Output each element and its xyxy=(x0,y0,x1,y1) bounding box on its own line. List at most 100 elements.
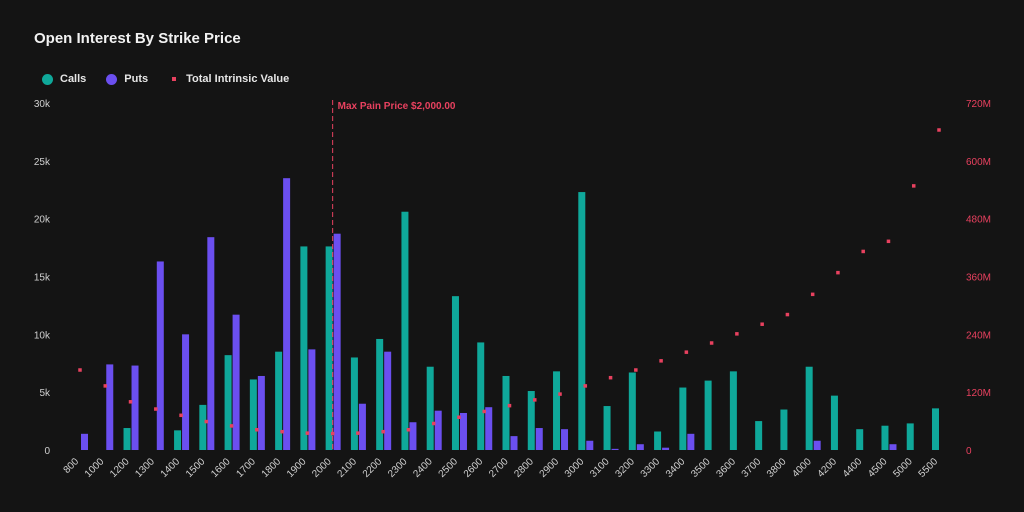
intrinsic-value-point xyxy=(103,384,108,388)
puts-bar xyxy=(586,440,594,450)
intrinsic-value-point xyxy=(659,359,663,363)
intrinsic-swatch xyxy=(172,77,177,81)
y-right-tick-label: 600M xyxy=(966,157,991,168)
x-tick-label: 1000 xyxy=(83,456,107,480)
calls-bar xyxy=(275,351,283,450)
y-right-tick-label: 720M xyxy=(966,99,991,110)
calls-bar xyxy=(199,404,207,450)
calls-swatch xyxy=(42,73,53,85)
x-tick-label: 2600 xyxy=(462,456,486,480)
x-tick-label: 3800 xyxy=(765,456,789,480)
x-tick-label: 1300 xyxy=(133,456,157,480)
legend-item-calls[interactable]: Calls xyxy=(42,73,86,85)
intrinsic-value-point xyxy=(785,312,790,317)
intrinsic-value-point xyxy=(356,431,360,435)
x-tick-label: 4500 xyxy=(866,456,890,480)
calls-bar xyxy=(856,429,864,450)
calls-bar xyxy=(830,395,838,450)
calls-bar xyxy=(401,211,409,450)
chart-title: Open Interest By Strike Price xyxy=(34,30,241,47)
calls-bar xyxy=(477,342,485,450)
x-tick-label: 1900 xyxy=(285,456,309,480)
puts-bar xyxy=(889,444,897,450)
x-tick-label: 2400 xyxy=(411,456,435,480)
x-tick-label: 3100 xyxy=(588,456,612,480)
x-tick-label: 3000 xyxy=(563,456,587,480)
calls-bar xyxy=(906,423,914,450)
legend-item-puts[interactable]: Puts xyxy=(106,73,148,85)
puts-bar xyxy=(106,364,114,450)
intrinsic-value-point xyxy=(406,428,411,432)
intrinsic-value-point xyxy=(305,431,310,435)
puts-bar xyxy=(358,403,366,450)
puts-bar xyxy=(535,428,543,450)
intrinsic-value-point xyxy=(735,332,739,336)
x-tick-label: 1800 xyxy=(260,456,284,480)
puts-bar xyxy=(662,447,670,450)
intrinsic-value-point xyxy=(558,392,562,396)
x-tick-label: 3400 xyxy=(664,456,688,480)
y-left-tick-label: 30k xyxy=(34,99,51,110)
x-tick-label: 4200 xyxy=(816,456,840,480)
y-right-tick-label: 480M xyxy=(966,215,991,226)
intrinsic-value-point xyxy=(709,341,714,345)
intrinsic-value-point xyxy=(861,249,865,254)
calls-bar xyxy=(174,430,182,450)
calls-bar xyxy=(755,421,763,450)
x-tick-label: 2500 xyxy=(437,456,461,480)
x-tick-label: 5500 xyxy=(917,456,941,480)
x-tick-label: 1200 xyxy=(108,456,132,480)
x-tick-label: 1700 xyxy=(234,456,258,480)
x-tick-label: 2800 xyxy=(512,456,536,480)
calls-bar xyxy=(780,409,788,450)
intrinsic-value-point xyxy=(507,403,512,408)
intrinsic-value-point xyxy=(533,398,537,402)
intrinsic-value-point xyxy=(583,384,588,388)
y-left-tick-label: 5k xyxy=(39,388,51,399)
calls-bar xyxy=(376,338,384,450)
intrinsic-value-point xyxy=(128,400,133,404)
intrinsic-value-point xyxy=(634,368,638,372)
intrinsic-value-point xyxy=(886,239,891,244)
calls-bar xyxy=(704,380,712,450)
x-tick-label: 3300 xyxy=(639,456,663,480)
puts-bar xyxy=(459,412,467,450)
calls-bar xyxy=(325,246,333,450)
puts-bar xyxy=(232,314,240,450)
calls-bar xyxy=(603,406,611,450)
calls-bar xyxy=(932,408,939,450)
x-tick-label: 3600 xyxy=(714,456,738,480)
puts-bar xyxy=(409,422,417,450)
legend-item-intrinsic[interactable]: Total Intrinsic Value xyxy=(168,73,289,85)
calls-bar xyxy=(881,425,889,450)
intrinsic-value-point xyxy=(810,292,815,297)
puts-bar xyxy=(813,440,821,450)
intrinsic-value-point xyxy=(457,415,461,419)
puts-bar xyxy=(611,448,619,450)
puts-bar xyxy=(333,233,341,450)
x-tick-label: 2000 xyxy=(310,456,334,480)
puts-bar xyxy=(636,444,644,450)
calls-bar xyxy=(729,371,737,450)
intrinsic-value-point xyxy=(760,322,764,326)
y-right-tick-label: 0 xyxy=(966,446,972,457)
puts-bar xyxy=(687,433,695,450)
calls-bar xyxy=(249,379,257,450)
y-left-tick-label: 20k xyxy=(34,215,51,226)
x-tick-label: 2900 xyxy=(538,456,562,480)
x-tick-label: 1600 xyxy=(209,456,233,480)
puts-bar xyxy=(561,429,569,450)
intrinsic-value-point xyxy=(229,424,234,428)
puts-bar xyxy=(283,178,291,450)
puts-bar xyxy=(308,349,316,450)
y-left-tick-label: 0 xyxy=(44,446,50,457)
intrinsic-value-point xyxy=(684,350,689,354)
x-tick-label: 2300 xyxy=(386,456,410,480)
puts-bar xyxy=(510,436,518,450)
intrinsic-value-point xyxy=(836,270,840,275)
calls-bar xyxy=(300,246,308,450)
calls-bar xyxy=(123,428,131,450)
calls-bar xyxy=(654,431,662,450)
